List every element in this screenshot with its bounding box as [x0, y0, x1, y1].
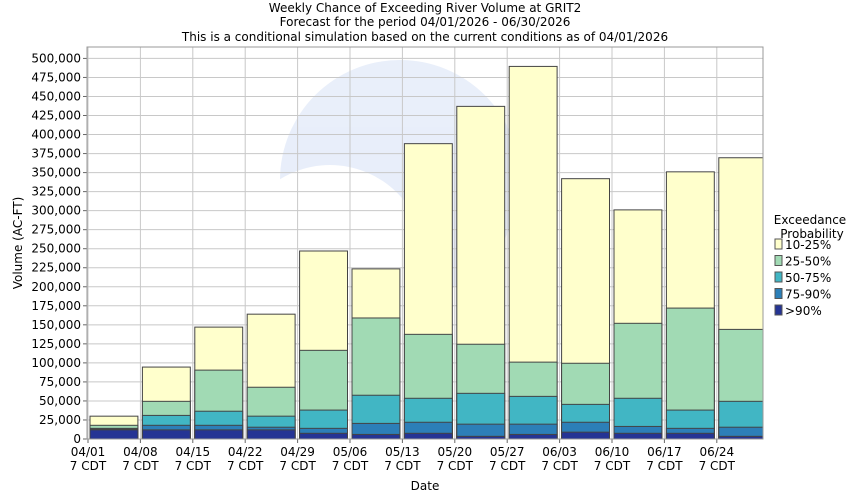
y-tick-label: 125,000	[31, 337, 81, 351]
x-tick-sublabel: 7 CDT	[594, 459, 631, 473]
bar-segment-90-04-01	[89, 429, 139, 440]
bar-segment-90-04-15	[194, 429, 244, 440]
y-tick-label: 425,000	[31, 109, 81, 123]
legend-swatch	[774, 255, 783, 266]
x-tick-label: 05/20	[438, 445, 473, 459]
x-tick-sublabel: 7 CDT	[70, 459, 107, 473]
bar-segment-90-06-03	[561, 431, 610, 440]
legend: Exceedance Probability 10-25% 25-50% 50-75…	[774, 213, 846, 318]
legend-label: 50-75%	[785, 271, 831, 285]
legend-label: >90%	[785, 304, 822, 318]
x-tick-sublabel: 7 CDT	[122, 459, 159, 473]
x-tick-label: 04/29	[280, 445, 315, 459]
legend-label: 25-50%	[785, 255, 831, 269]
x-tick-label: 06/10	[595, 445, 630, 459]
legend-swatch	[774, 271, 783, 283]
x-tick-sublabel: 7 CDT	[227, 459, 264, 473]
x-tick-sublabel: 7 CDT	[699, 459, 736, 473]
bar-segment-90-06-17	[665, 432, 715, 440]
y-tick-label: 350,000	[31, 166, 81, 180]
y-tick-label: 225,000	[31, 261, 81, 275]
legend-title-2: Probability	[780, 227, 843, 241]
x-axis-label: Date	[411, 479, 440, 493]
x-tick-label: 05/06	[333, 445, 368, 459]
bar-segment-90-05-06	[351, 433, 401, 440]
y-tick-label: 275,000	[31, 223, 81, 237]
y-tick-label: 75,000	[39, 375, 81, 389]
x-tick-label: 06/03	[542, 445, 577, 459]
x-tick-sublabel: 7 CDT	[437, 459, 474, 473]
y-tick-label: 375,000	[31, 147, 81, 161]
y-tick-label: 200,000	[31, 280, 81, 294]
x-tick-label: 04/01	[71, 445, 106, 459]
y-tick-label: 50,000	[39, 394, 81, 408]
legend-swatch	[774, 238, 783, 250]
legend-swatch	[774, 304, 783, 316]
x-tick-label: 06/17	[647, 445, 682, 459]
legend-label: 75-90%	[785, 288, 831, 302]
x-tick-sublabel: 7 CDT	[384, 459, 421, 473]
x-tick-sublabel: 7 CDT	[489, 459, 526, 473]
chart-title: Weekly Chance of Exceeding River Volume …	[269, 1, 581, 15]
y-tick-label: 300,000	[31, 204, 81, 218]
bar-segment-90-04-08	[141, 429, 191, 440]
legend-title-1: Exceedance	[774, 213, 846, 227]
y-tick-label: 250,000	[31, 242, 81, 256]
bar-segment-90-05-13	[403, 432, 453, 440]
y-tick-label: 150,000	[31, 318, 81, 332]
x-tick-sublabel: 7 CDT	[646, 459, 683, 473]
legend-swatch	[774, 288, 783, 299]
bar-segment-90-06-10	[613, 432, 663, 440]
y-tick-label: 100,000	[31, 356, 81, 370]
chart-subtitle-2: This is a conditional simulation based o…	[181, 30, 668, 44]
legend-label: 10-25%	[785, 238, 831, 252]
chart-subtitle-1: Forecast for the period 04/01/2026 - 06/…	[280, 15, 571, 29]
x-tick-sublabel: 7 CDT	[279, 459, 316, 473]
y-tick-label: 450,000	[31, 89, 81, 103]
x-tick-sublabel: 7 CDT	[541, 459, 578, 473]
y-tick-label: 400,000	[31, 128, 81, 142]
y-tick-label: 325,000	[31, 185, 81, 199]
y-tick-label: 0	[73, 432, 81, 446]
y-tick-label: 475,000	[31, 70, 81, 84]
x-tick-label: 04/15	[176, 445, 211, 459]
bar-segment-90-05-27	[508, 433, 558, 440]
y-tick-label: 175,000	[31, 299, 81, 313]
x-tick-label: 04/22	[228, 445, 263, 459]
x-tick-label: 06/24	[700, 445, 735, 459]
bar-segment-90-04-22	[246, 429, 296, 440]
y-tick-label: 25,000	[39, 413, 81, 427]
y-tick-label: 500,000	[31, 51, 81, 65]
x-tick-label: 05/27	[490, 445, 525, 459]
bar-segment-90-04-29	[299, 432, 349, 440]
x-tick-sublabel: 7 CDT	[332, 459, 369, 473]
x-tick-label: 05/13	[385, 445, 420, 459]
y-axis-label: Volume (AC-FT)	[11, 197, 25, 290]
plot-frame	[86, 46, 764, 440]
x-tick-sublabel: 7 CDT	[175, 459, 212, 473]
x-tick-label: 04/08	[123, 445, 158, 459]
